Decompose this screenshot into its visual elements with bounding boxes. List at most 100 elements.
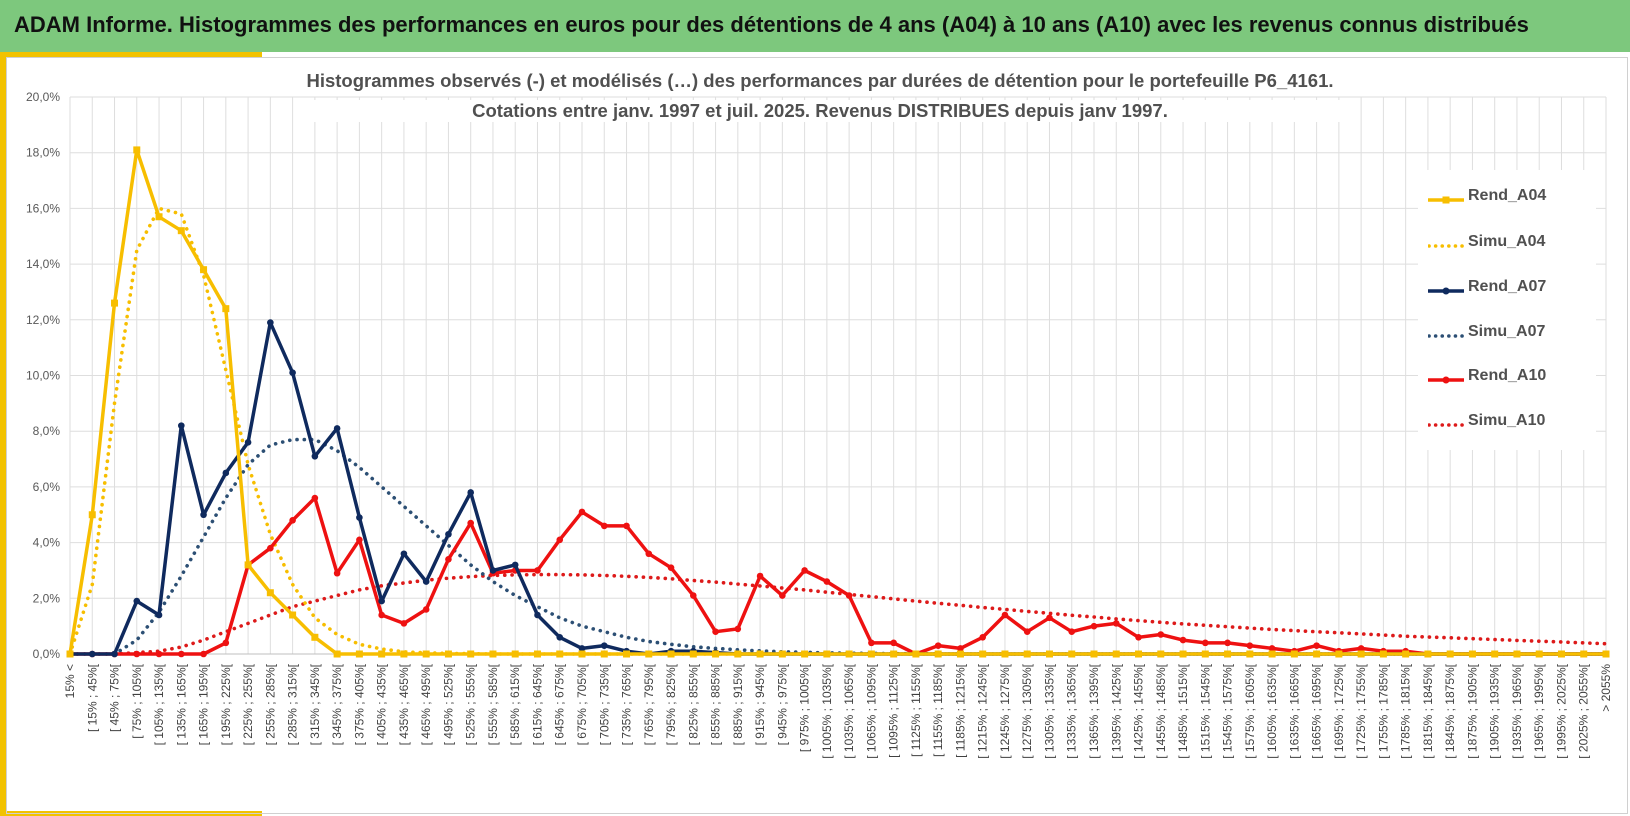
data-point [200, 650, 207, 658]
data-point [1491, 650, 1499, 658]
data-point [422, 578, 430, 585]
y-tick-label: 0,0% [33, 647, 61, 661]
x-tick-label: [ 135% ; 165%[ [174, 663, 188, 745]
x-tick-label: [ 1005% ; 1035%[ [820, 663, 834, 758]
x-tick-label: [ 1335% ; 1365%[ [1065, 663, 1079, 758]
data-point [133, 146, 141, 154]
x-tick-label: [ 435% ; 465%[ [397, 663, 411, 745]
x-tick-label: [ 405% ; 435%[ [375, 663, 389, 745]
x-tick-label: [ 105% ; 135%[ [152, 663, 166, 745]
x-tick-label: [ 1905% ; 1935%[ [1488, 663, 1502, 758]
x-tick-label: [ 1785% ; 1815%[ [1399, 663, 1413, 758]
x-tick-label: [ 1095% ; 1125%[ [887, 663, 901, 758]
chart-title-line-2: Cotations entre janv. 1997 et juil. 2025… [300, 100, 1340, 122]
legend-swatch-simu-a04 [1428, 244, 1464, 248]
data-point [1112, 650, 1120, 658]
data-point [511, 561, 519, 569]
x-tick-label: [ 195% ; 225%[ [219, 663, 233, 745]
data-point [667, 564, 675, 571]
data-point [1402, 650, 1410, 658]
legend-item-rend-a10: Rend_A10 [1418, 364, 1596, 394]
data-point [1268, 645, 1276, 652]
data-point [333, 569, 341, 577]
data-point [1357, 645, 1365, 652]
data-point [1157, 650, 1165, 658]
data-point [400, 550, 408, 558]
data-point [689, 650, 697, 658]
data-point [1157, 631, 1165, 638]
data-point [1001, 650, 1009, 658]
x-tick-label: [ 1455% ; 1485%[ [1154, 663, 1168, 758]
accent-bar-top [0, 52, 262, 57]
data-point [177, 227, 185, 235]
x-tick-label: [ 1245% ; 1275%[ [998, 663, 1012, 758]
data-point [1112, 620, 1120, 627]
x-tick-label: [ 75% ; 105%[ [130, 663, 144, 738]
data-point [600, 522, 608, 530]
x-tick-label: [ 645% ; 675%[ [553, 663, 567, 745]
x-tick-label: [ 1395% ; 1425%[ [1109, 663, 1123, 758]
x-tick-label: [ 945% ; 975%[ [775, 663, 789, 745]
data-point [578, 650, 586, 658]
data-point [1135, 633, 1142, 641]
data-point [200, 266, 208, 274]
data-point [778, 650, 786, 658]
x-tick-label: [ 345% ; 375%[ [330, 663, 344, 745]
data-point [979, 650, 987, 658]
y-tick-label: 6,0% [33, 480, 61, 494]
data-point [1246, 650, 1254, 658]
x-tick-label: [ 1815% ; 1845%[ [1421, 663, 1435, 758]
accent-bar-left [0, 52, 6, 816]
data-point [1602, 650, 1610, 658]
legend-item-simu-a04: Simu_A04 [1418, 230, 1596, 260]
series-line [68, 148, 1606, 656]
data-point [690, 592, 697, 599]
y-tick-label: 2,0% [33, 591, 61, 605]
data-point [1535, 650, 1543, 658]
data-point [422, 606, 430, 613]
legend-swatch-rend-a04 [1428, 196, 1464, 204]
data-point [333, 425, 341, 432]
series-line [68, 572, 1608, 656]
data-point [422, 650, 430, 658]
x-tick-label: [ 1215% ; 1245%[ [976, 663, 990, 758]
data-point [1446, 650, 1454, 658]
data-point [534, 611, 541, 619]
x-tick-label: [ 855% ; 885%[ [709, 663, 723, 745]
data-point [267, 544, 274, 552]
data-point [111, 299, 119, 307]
data-point [378, 611, 385, 619]
data-point [222, 639, 230, 647]
x-tick-label: [ 1845% ; 1875%[ [1443, 663, 1457, 758]
x-tick-label: [ 375% ; 405%[ [352, 663, 366, 745]
data-point [756, 650, 764, 658]
data-point [556, 650, 564, 658]
x-tick-label: [ 1125% ; 1155%[ [909, 663, 923, 757]
data-point [1224, 639, 1231, 647]
x-tick-label: [ 585% ; 615%[ [508, 663, 522, 745]
data-point [1090, 622, 1098, 630]
series-line [70, 320, 1606, 656]
x-tick-label: [ 495% ; 525%[ [441, 663, 455, 745]
data-point [311, 494, 319, 502]
data-point [244, 439, 252, 446]
data-point [1357, 650, 1365, 658]
legend-item-rend-a04: Rend_A04 [1418, 184, 1596, 214]
data-point [267, 319, 274, 326]
data-point [88, 511, 96, 519]
data-point [1224, 650, 1232, 658]
data-point [1379, 650, 1387, 658]
data-point [467, 650, 475, 658]
x-tick-label: [ 1935% ; 1965%[ [1510, 663, 1524, 758]
data-point [333, 650, 341, 658]
data-point [467, 519, 474, 527]
data-point [957, 645, 964, 652]
data-point [578, 645, 586, 652]
series-rend-a07 [66, 319, 1610, 658]
x-tick-label: [ 1515% ; 1545%[ [1198, 663, 1212, 758]
data-point [845, 592, 853, 599]
x-tick-label: [ 975% ; 1005%[ [798, 663, 812, 752]
data-point [400, 620, 408, 627]
series-rend-a10 [66, 494, 1610, 658]
data-point [1313, 642, 1320, 649]
